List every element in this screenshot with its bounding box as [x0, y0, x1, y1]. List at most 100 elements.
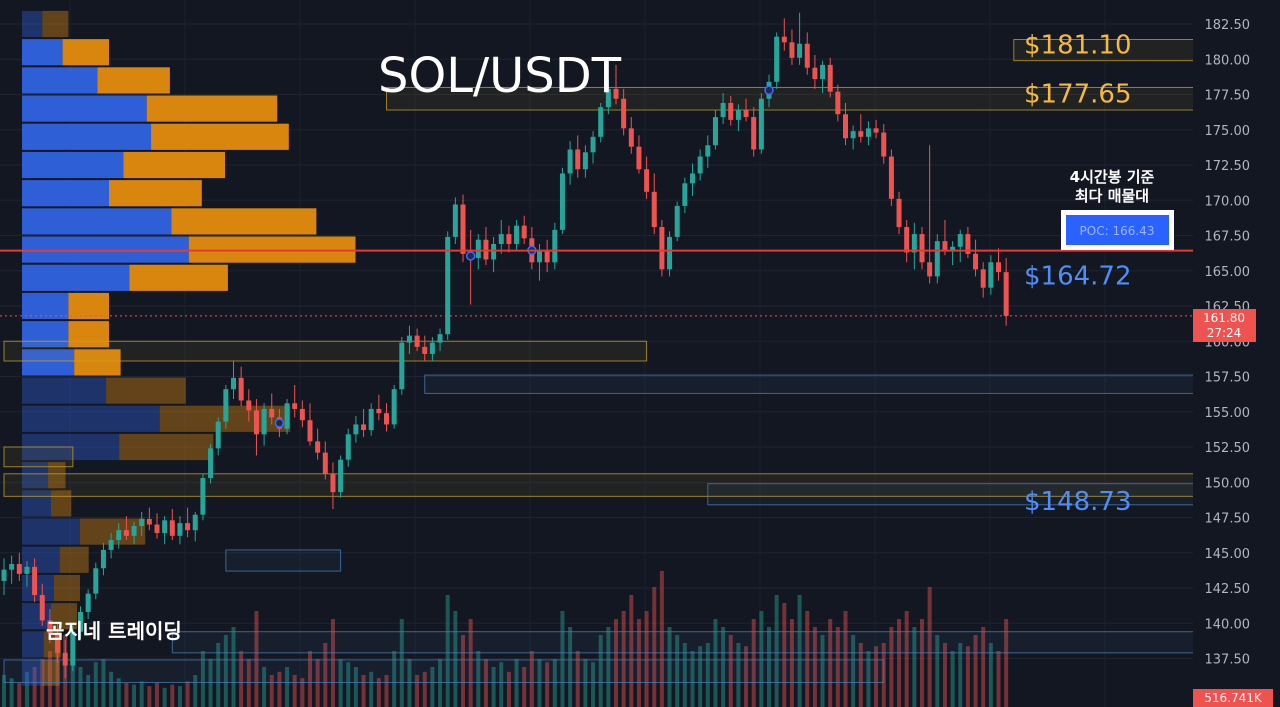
- level-label: $164.72: [1024, 262, 1132, 292]
- candle-body: [78, 611, 83, 632]
- volume-bar: [177, 686, 182, 707]
- volume-bar: [606, 627, 611, 707]
- volume-bar: [376, 678, 381, 707]
- candle-body: [185, 523, 191, 531]
- y-tick-label: 182.50: [1205, 18, 1251, 33]
- candle-body: [253, 410, 259, 435]
- volume-bar: [193, 675, 198, 707]
- volume-bar: [598, 635, 603, 707]
- candle-body: [123, 530, 129, 536]
- candle-body: [820, 64, 826, 79]
- candle-body: [850, 131, 856, 139]
- current-price-tag: 161.80 27:24: [1193, 309, 1256, 342]
- candle-body: [361, 424, 367, 431]
- volume-bar: [522, 667, 527, 707]
- volume-bar: [820, 635, 825, 707]
- candle-body: [674, 205, 680, 237]
- candle-body: [139, 518, 145, 526]
- volume-bar: [866, 651, 871, 707]
- candle-body: [858, 131, 864, 137]
- volume-bar: [675, 635, 680, 707]
- candle-body: [131, 525, 137, 536]
- y-tick-label: 142.50: [1205, 582, 1251, 597]
- candle-body: [651, 191, 657, 228]
- volume-bars: [2, 571, 1009, 707]
- candle-body: [567, 149, 573, 174]
- price-axis[interactable]: 182.50 180.00 177.50 175.00 172.50 170.00 167.…: [1193, 0, 1280, 707]
- poc-badge[interactable]: [1066, 215, 1169, 245]
- candle-body: [9, 564, 15, 570]
- volume-bar: [499, 662, 504, 707]
- volume-bar: [292, 675, 297, 707]
- volume-bar: [591, 662, 596, 707]
- candle-body: [690, 173, 695, 184]
- vp-buy-bar: [22, 39, 63, 66]
- volume-bar: [132, 684, 137, 707]
- vp-buy-bar: [22, 321, 69, 348]
- candle-body: [559, 173, 565, 230]
- volume-bar: [491, 667, 496, 707]
- candle-body: [865, 128, 871, 137]
- volume-bar: [981, 627, 986, 707]
- candle-body: [942, 241, 948, 252]
- vp-sell-bar: [123, 151, 225, 179]
- vp-buy-bar: [22, 264, 130, 291]
- volume-bar: [384, 675, 389, 707]
- candle-body: [215, 421, 221, 449]
- candle-body: [200, 478, 206, 515]
- vp-buy-bar: [22, 10, 43, 38]
- candle-body: [223, 389, 229, 422]
- volume-bar: [330, 619, 335, 707]
- poc-label: POC: 166.43: [1080, 224, 1155, 238]
- volume-bar: [407, 659, 412, 707]
- volume-bar: [109, 671, 114, 707]
- reference-lines: [0, 249, 1193, 317]
- candle-body: [682, 183, 688, 206]
- candle-body: [911, 234, 917, 253]
- candle-body: [544, 251, 550, 263]
- volume-bar: [767, 627, 771, 707]
- price-zone: [707, 483, 1280, 506]
- candle-body: [735, 110, 741, 120]
- volume-bar: [185, 681, 190, 707]
- candle-body: [636, 146, 642, 170]
- vp-sell-bar: [62, 39, 109, 66]
- candle-body: [399, 342, 405, 390]
- candle-body: [192, 514, 198, 531]
- volume-bar: [912, 627, 917, 707]
- current-price-badge: [1193, 309, 1256, 342]
- volume-bar: [277, 671, 282, 707]
- volume-bar: [369, 671, 374, 707]
- signal-marker: [764, 85, 774, 96]
- candle-body: [24, 566, 30, 574]
- volume-bar: [759, 611, 764, 707]
- candle-body: [47, 620, 53, 634]
- candle-body: [934, 241, 940, 277]
- watermark-label: 곰지네 트레이딩: [46, 619, 182, 643]
- candle-body: [406, 335, 412, 343]
- candle-body: [659, 227, 665, 270]
- candle-body: [521, 225, 527, 239]
- candle-body: [575, 149, 581, 170]
- volume-bar: [942, 643, 947, 707]
- y-tick-label: 152.50: [1205, 441, 1251, 456]
- candle-body: [231, 377, 236, 390]
- volume-bar: [239, 651, 244, 707]
- volume-bar: [690, 651, 695, 707]
- volume-bar: [545, 662, 550, 707]
- volume-bar: [583, 659, 588, 707]
- vp-buy-bar: [22, 603, 51, 630]
- candle-body: [712, 117, 718, 146]
- volume-bar: [744, 646, 749, 707]
- price-zone: [3, 446, 74, 468]
- candle-body: [299, 408, 305, 421]
- vp-buy-bar: [22, 349, 75, 376]
- volume-bar: [70, 659, 75, 707]
- volume-bar: [285, 667, 290, 707]
- candle-body: [330, 473, 336, 493]
- candle-body: [85, 593, 91, 612]
- vp-buy-bar: [22, 95, 147, 122]
- signal-marker: [274, 418, 285, 428]
- volume-bar: [636, 619, 641, 707]
